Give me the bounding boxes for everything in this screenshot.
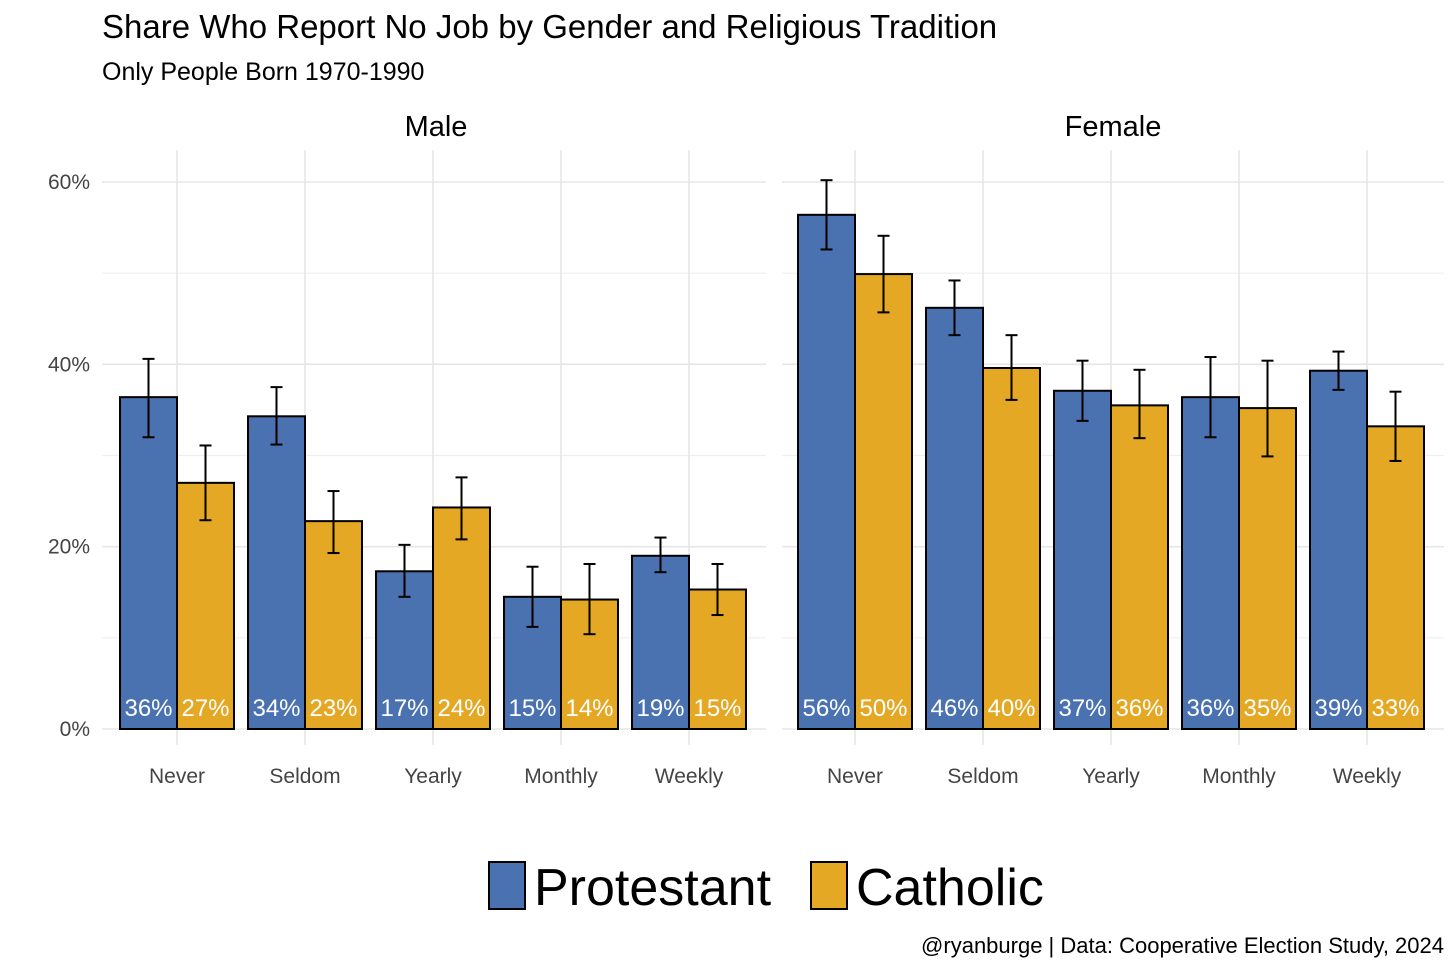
bar-catholic: [176, 481, 235, 730]
bar-value-label: 50%: [859, 695, 907, 722]
bar-catholic: [688, 588, 747, 731]
legend-label: Protestant: [534, 859, 772, 917]
y-tick-label: 20%: [48, 536, 90, 559]
bar-protestant: [119, 396, 178, 730]
legend-item-catholic: Catholic: [810, 859, 1044, 917]
y-tick-label: 40%: [48, 353, 90, 376]
x-tick-label: Weekly: [655, 765, 724, 788]
bar-value-label: 37%: [1058, 695, 1106, 722]
bar-value-label: 34%: [252, 695, 300, 722]
facet-panel-female: Female 56% 50% Never 46% 40% Seldom 37% 36% Yearl…: [782, 111, 1444, 788]
bar-catholic: [304, 520, 363, 731]
legend-swatch: [488, 861, 526, 910]
bar-value-label: 46%: [930, 695, 978, 722]
bar-value-label: 40%: [987, 695, 1035, 722]
facet-panel-male: Male 36% 27% Never 34% 23% Seldom 17% 24% Yearly 1…: [102, 111, 766, 788]
bar-catholic: [1110, 404, 1169, 730]
y-tick-label: 60%: [48, 171, 90, 194]
bar-protestant: [925, 306, 984, 730]
x-tick-label: Yearly: [404, 765, 462, 788]
bar-catholic: [982, 366, 1041, 730]
bar-protestant: [1309, 369, 1368, 730]
chart-title: Share Who Report No Job by Gender and Re…: [102, 8, 997, 45]
bar-value-label: 35%: [1243, 695, 1291, 722]
bar-value-label: 19%: [636, 695, 684, 722]
bar-value-label: 23%: [309, 695, 357, 722]
bar-catholic: [1366, 425, 1425, 730]
bar-protestant: [1053, 389, 1112, 730]
x-tick-label: Seldom: [269, 765, 340, 788]
bar-protestant: [797, 213, 856, 730]
legend-swatch: [810, 861, 848, 910]
legend: Protestant Catholic: [488, 859, 1044, 917]
bar-value-label: 15%: [693, 695, 741, 722]
bar-value-label: 15%: [508, 695, 556, 722]
y-tick-label: 0%: [60, 718, 90, 741]
x-tick-label: Yearly: [1082, 765, 1140, 788]
legend-item-protestant: Protestant: [488, 859, 772, 917]
chart-caption: @ryanburge | Data: Cooperative Election …: [921, 933, 1444, 958]
bar-value-label: 36%: [1115, 695, 1163, 722]
bar-protestant: [247, 415, 306, 730]
bar-value-label: 33%: [1371, 695, 1419, 722]
bar-value-label: 36%: [124, 695, 172, 722]
facet-label: Male: [405, 111, 468, 143]
bar-protestant: [631, 554, 690, 730]
bar-value-label: 17%: [380, 695, 428, 722]
x-tick-label: Never: [149, 765, 205, 788]
x-tick-label: Seldom: [947, 765, 1018, 788]
facet-label: Female: [1065, 111, 1162, 143]
x-tick-label: Weekly: [1333, 765, 1402, 788]
bar-value-label: 27%: [181, 695, 229, 722]
bar-value-label: 39%: [1314, 695, 1362, 722]
bar-value-label: 36%: [1186, 695, 1234, 722]
bar-value-label: 14%: [565, 695, 613, 722]
x-tick-label: Monthly: [1202, 765, 1276, 788]
bar-catholic: [432, 506, 491, 730]
bar-catholic: [854, 273, 913, 730]
chart-subtitle: Only People Born 1970-1990: [102, 58, 424, 86]
x-tick-label: Monthly: [524, 765, 598, 788]
bar-protestant: [1181, 396, 1240, 730]
plot-area: 0% 20% 40% 60% Male 36% 27% Never 34% 23% Seldom 17…: [48, 111, 1444, 788]
bar-value-label: 24%: [437, 695, 485, 722]
bar-value-label: 56%: [802, 695, 850, 722]
legend-label: Catholic: [856, 859, 1044, 917]
x-tick-label: Never: [827, 765, 883, 788]
